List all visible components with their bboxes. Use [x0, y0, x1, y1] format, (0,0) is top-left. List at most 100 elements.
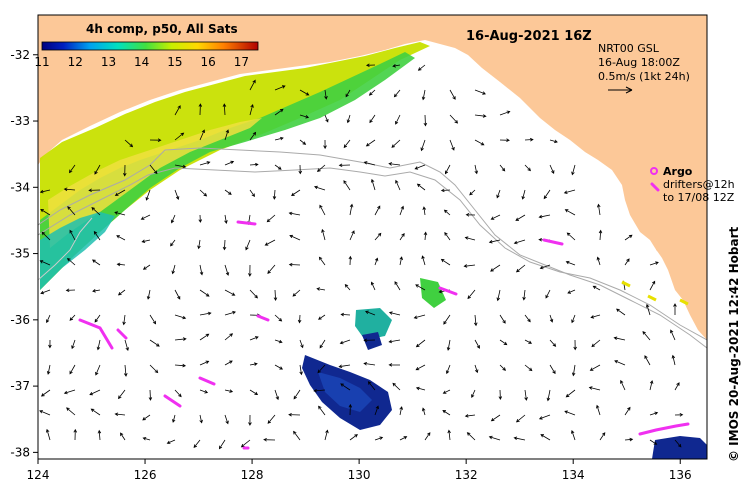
current-vector: [524, 339, 533, 344]
current-vector: [319, 339, 326, 349]
current-vector: [339, 339, 351, 345]
current-vector: [674, 439, 682, 448]
argo-track: [542, 238, 564, 246]
current-vector: [218, 439, 226, 450]
current-vector: [245, 239, 251, 251]
current-vector: [288, 211, 301, 216]
current-vector: [592, 285, 601, 291]
current-vector: [671, 354, 676, 366]
colorbar-title: 4h comp, p50, All Sats: [86, 22, 238, 36]
x-tick-label: 134: [562, 468, 585, 482]
current-vector: [598, 229, 603, 241]
current-vector: [199, 333, 210, 341]
x-axis: 124 126 128 130 132 134 136: [27, 459, 692, 482]
current-vector: [374, 436, 384, 441]
current-vector: [299, 139, 307, 145]
current-vector: [474, 364, 479, 374]
current-vector: [73, 428, 78, 441]
current-vector: [499, 164, 506, 172]
current-vector: [538, 214, 551, 219]
current-vector: [224, 189, 232, 195]
x-tick-label: 128: [241, 468, 264, 482]
current-vector: [343, 139, 351, 149]
current-vector: [273, 289, 278, 302]
current-vector: [348, 403, 353, 416]
current-vector: [499, 110, 511, 116]
current-vector: [349, 230, 355, 241]
current-vector: [293, 389, 301, 400]
current-vector: [148, 389, 153, 401]
current-vector: [88, 188, 101, 193]
sst-swath-green: [40, 52, 415, 290]
current-vector: [92, 288, 101, 293]
current-vector: [46, 364, 51, 375]
current-vector: [368, 89, 376, 96]
current-vector: [464, 414, 476, 418]
current-vector: [174, 105, 181, 116]
current-vector: [388, 162, 401, 166]
current-vector: [420, 139, 426, 152]
current-vector: [363, 362, 376, 366]
current-vector: [166, 439, 176, 444]
current-vector: [248, 414, 252, 426]
current-vector: [515, 264, 526, 273]
current-vector: [344, 283, 351, 291]
y-tick-label: -37: [10, 379, 30, 393]
current-vector: [199, 189, 208, 197]
current-vector: [539, 264, 551, 270]
plot-frame: [37, 14, 708, 460]
current-vector: [474, 339, 480, 349]
current-vector: [316, 287, 326, 291]
current-vector: [399, 256, 403, 266]
x-tick-label: 124: [27, 468, 50, 482]
current-vector: [69, 164, 76, 174]
current-vector: [142, 414, 151, 421]
current-vector: [513, 436, 526, 441]
current-vector: [316, 164, 326, 172]
map-title: 16-Aug-2021 16Z: [466, 29, 592, 44]
current-vector: [464, 236, 476, 241]
y-tick-label: -33: [10, 114, 30, 128]
current-vector: [399, 205, 404, 216]
current-vector: [395, 114, 401, 125]
current-vector: [549, 314, 554, 323]
current-vector: [142, 437, 151, 441]
current-vector: [644, 355, 651, 366]
argo-legend: Argo drifters@12h to 17/08 12Z: [650, 165, 735, 204]
current-vector: [120, 432, 126, 441]
current-vector: [249, 162, 259, 167]
current-vector: [114, 189, 126, 196]
current-vector: [174, 189, 180, 200]
y-tick-label: -35: [10, 247, 30, 261]
current-vector: [515, 214, 526, 221]
current-vector: [149, 364, 159, 374]
colorbar-gradient: [41, 41, 259, 51]
current-vector: [590, 314, 601, 319]
y-tick-label: -34: [10, 180, 30, 194]
argo-track: [438, 286, 458, 296]
current-vector: [199, 389, 209, 394]
current-vector: [443, 209, 451, 216]
current-vector: [266, 214, 276, 223]
current-vector: [515, 414, 526, 423]
current-vector: [449, 114, 459, 124]
current-vector: [122, 314, 126, 326]
current-vector: [140, 214, 151, 220]
current-vector: [440, 188, 451, 193]
float-marker: [679, 298, 689, 306]
current-vector: [423, 114, 428, 127]
current-vector: [197, 239, 201, 250]
current-vector: [224, 264, 230, 276]
current-vector: [573, 339, 577, 351]
current-vector: [421, 255, 426, 266]
current-vector: [193, 439, 201, 449]
current-vector: [149, 314, 157, 325]
current-vector: [274, 389, 279, 401]
current-vector: [199, 311, 212, 316]
current-vector: [66, 407, 76, 416]
current-vector: [63, 389, 76, 395]
current-vector: [114, 211, 126, 216]
current-vector: [92, 259, 101, 266]
current-vector: [199, 129, 205, 141]
current-vector: [524, 389, 528, 401]
